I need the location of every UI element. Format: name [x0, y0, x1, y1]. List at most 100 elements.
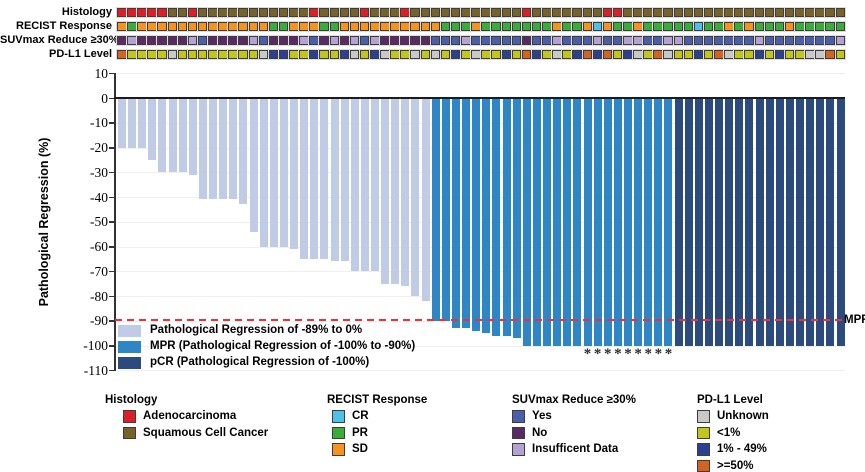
track-cell — [390, 35, 400, 45]
track-cell — [299, 49, 309, 59]
track-cell — [764, 35, 775, 45]
track-cell — [339, 21, 350, 31]
significance-asterisk: * — [593, 346, 602, 362]
bottom-legend-label: Insufficent Data — [532, 443, 619, 455]
track-cell — [147, 49, 157, 59]
regression-bar — [269, 99, 278, 247]
track-cell — [370, 35, 380, 45]
bottom-legend-title-4: PD-L1 Level — [697, 394, 763, 406]
regression-bar — [573, 99, 582, 346]
regression-bar — [704, 99, 713, 346]
track-cell — [218, 49, 228, 59]
track-cell — [572, 7, 582, 17]
track-cell — [643, 7, 653, 17]
regression-bar — [654, 99, 663, 346]
track-cell — [137, 35, 147, 45]
track-cell — [167, 7, 178, 17]
y-axis-tick-label: -40 — [90, 189, 108, 205]
track-cell — [258, 35, 269, 45]
track-cell — [228, 7, 238, 17]
track-cell — [268, 35, 279, 45]
mpr-threshold-line — [115, 318, 845, 321]
track-cell — [197, 35, 208, 45]
track-cell — [278, 21, 289, 31]
track-cell — [592, 7, 603, 17]
track-cell — [278, 35, 289, 45]
regression-bar — [381, 99, 390, 284]
track-cell — [562, 35, 572, 45]
track-cell — [521, 21, 532, 31]
track-cell — [501, 7, 512, 17]
track-cell — [278, 49, 289, 59]
y-axis-tick — [109, 72, 115, 75]
track-cell — [349, 35, 360, 45]
track-cell — [167, 21, 178, 31]
track-cell — [299, 7, 309, 17]
track-cell — [187, 21, 198, 31]
track-cell — [724, 21, 734, 31]
regression-bar — [644, 99, 653, 346]
regression-bar — [320, 99, 329, 259]
track-cell — [248, 49, 259, 59]
track-cell — [835, 21, 846, 31]
track-cell — [805, 7, 815, 17]
legend-swatch-pcr — [118, 357, 141, 369]
track-cell — [258, 49, 269, 59]
track-cell — [117, 35, 127, 45]
track-cell — [420, 7, 431, 17]
y-axis-line — [114, 73, 116, 371]
track-cell — [370, 7, 380, 17]
track-cell — [633, 49, 643, 59]
track-cell — [714, 21, 724, 31]
track-cell — [501, 35, 512, 45]
track-cell — [521, 49, 532, 59]
track-cell — [390, 49, 400, 59]
track-cell — [268, 49, 279, 59]
track-cell — [623, 35, 633, 45]
track-cell — [663, 35, 673, 45]
track-cell — [703, 21, 714, 31]
regression-bar — [371, 99, 379, 272]
track-cell — [653, 49, 663, 59]
track-cell — [329, 21, 340, 31]
y-axis-tick-label: -60 — [90, 239, 108, 254]
regression-bar — [796, 99, 805, 346]
track-cell — [309, 49, 319, 59]
bottom-legend-label: No — [532, 426, 548, 439]
track-label-2: RECIST Response — [16, 20, 112, 32]
track-cell — [127, 7, 137, 17]
track-cell — [410, 21, 420, 31]
track-cell — [754, 7, 765, 17]
track-cell — [623, 21, 633, 31]
track-cell — [521, 35, 532, 45]
significance-asterisk: * — [583, 346, 592, 362]
track-cell — [187, 49, 198, 59]
regression-bar — [330, 99, 339, 262]
track-cell — [774, 35, 785, 45]
track-cell — [784, 7, 795, 17]
regression-bar — [451, 99, 460, 329]
regression-bar — [785, 99, 794, 346]
track-cell — [258, 7, 269, 17]
bottom-legend-swatch — [332, 410, 345, 423]
track-cell — [359, 35, 370, 45]
y-axis-tick-label: 10 — [94, 65, 109, 81]
y-axis-tick — [109, 196, 115, 198]
regression-bar — [219, 99, 228, 200]
regression-bar — [158, 99, 167, 173]
track-cell — [724, 35, 734, 45]
regression-bar — [128, 99, 137, 148]
track-cell — [339, 7, 350, 17]
track-cell — [359, 21, 370, 31]
regression-bar — [421, 99, 430, 301]
regression-bar — [624, 99, 632, 346]
track-cell — [248, 7, 259, 17]
legend-swatch-mpr — [118, 341, 141, 353]
track-cell — [400, 21, 410, 31]
regression-bar — [775, 99, 784, 346]
track-cell — [643, 49, 653, 59]
y-axis-tick-label: -20 — [90, 140, 108, 155]
bottom-legend-swatch — [697, 443, 710, 456]
track-cell — [339, 49, 350, 59]
regression-bar — [118, 99, 126, 148]
